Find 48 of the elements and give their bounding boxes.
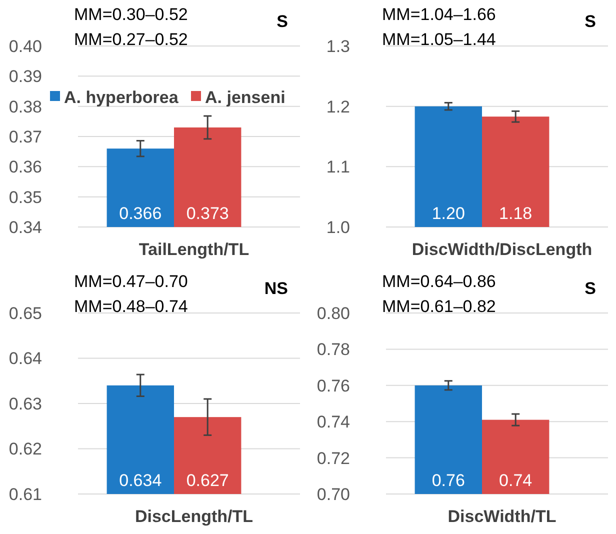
y-tick-label: 0.65	[8, 304, 42, 323]
y-tick-label: 0.70	[316, 484, 350, 504]
text: MM=1.04–1.66	[382, 5, 496, 24]
text: S	[584, 279, 596, 298]
y-tick-label: 0.63	[8, 394, 42, 414]
data-label: 1.18	[499, 204, 532, 223]
y-tick-label: 1.0	[326, 218, 350, 237]
y-tick-label: 0.39	[8, 67, 42, 86]
legend-label: A. hyperborea	[64, 88, 179, 107]
y-tick-label: 0.36	[8, 158, 42, 177]
y-tick-label: 0.40	[8, 36, 42, 56]
data-label: 0.634	[119, 471, 162, 490]
x-axis-title: DiscWidth/DiscLength	[412, 240, 592, 259]
y-tick-label: 0.37	[8, 127, 42, 146]
annotation: MM=0.48–0.74	[74, 297, 188, 316]
annotation: MM=1.05–1.44	[382, 30, 496, 49]
y-tick-label: 1.1	[326, 158, 350, 177]
data-label: 1.20	[432, 204, 465, 223]
y-tick-label: 0.74	[316, 412, 350, 432]
y-tick-label: 0.35	[8, 188, 42, 207]
x-axis-title: TailLength/TL	[138, 240, 250, 259]
data-label: 0.74	[499, 471, 532, 490]
data-label: 0.366	[119, 204, 162, 223]
data-label: 0.76	[432, 471, 465, 490]
y-tick-label: 0.64	[8, 349, 42, 368]
x-axis-title: DiscWidth/TL	[448, 507, 556, 526]
annotation: MM=0.27–0.52	[74, 30, 188, 49]
text: MM=0.30–0.52	[74, 5, 188, 24]
text: MM=0.64–0.86	[382, 272, 496, 291]
text: MM=0.47–0.70	[74, 272, 188, 291]
y-tick-label: 0.34	[8, 218, 42, 237]
y-tick-label: 0.76	[316, 376, 350, 396]
text: S	[584, 12, 596, 31]
y-tick-label: 0.38	[8, 97, 42, 116]
x-axis-title: DiscLength/TL	[134, 507, 254, 526]
y-tick-label: 0.62	[8, 440, 42, 459]
y-tick-label: 0.61	[8, 484, 42, 504]
text: S	[276, 12, 288, 31]
annotation: MM=0.61–0.82	[382, 297, 496, 316]
data-label: 0.627	[186, 471, 229, 490]
y-tick-label: 0.80	[316, 304, 350, 323]
data-label: 0.373	[186, 204, 229, 223]
y-tick-label: 0.72	[316, 448, 350, 468]
legend-label: A. jenseni	[205, 88, 286, 107]
y-tick-label: 1.3	[326, 36, 350, 56]
y-tick-label: 1.2	[326, 97, 350, 116]
y-tick-label: 0.78	[316, 340, 350, 360]
text: NS	[264, 279, 288, 298]
